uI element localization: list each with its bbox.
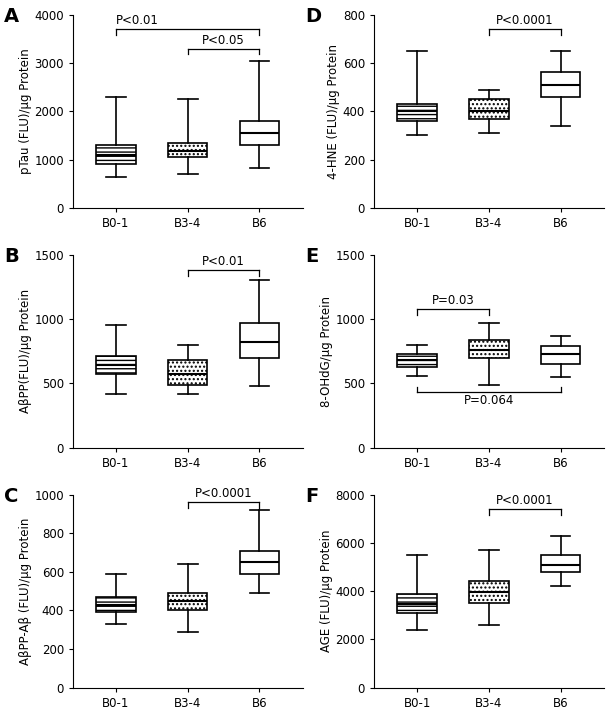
PathPatch shape xyxy=(397,104,437,121)
Text: E: E xyxy=(305,247,318,266)
Text: P<0.0001: P<0.0001 xyxy=(195,488,252,500)
Y-axis label: pTau (FLU)/µg Protein: pTau (FLU)/µg Protein xyxy=(18,49,32,174)
PathPatch shape xyxy=(168,143,207,157)
PathPatch shape xyxy=(469,340,509,358)
Text: B: B xyxy=(4,247,19,266)
PathPatch shape xyxy=(240,121,279,145)
PathPatch shape xyxy=(541,72,580,97)
Text: F: F xyxy=(305,487,318,506)
Text: P<0.0001: P<0.0001 xyxy=(496,14,554,27)
Y-axis label: AβPP(FLU)/µg Protein: AβPP(FLU)/µg Protein xyxy=(18,289,32,414)
PathPatch shape xyxy=(240,551,279,574)
Text: C: C xyxy=(4,487,18,506)
PathPatch shape xyxy=(96,356,136,374)
Text: P<0.01: P<0.01 xyxy=(202,255,245,269)
Text: P=0.03: P=0.03 xyxy=(431,294,474,307)
Text: P<0.01: P<0.01 xyxy=(116,14,159,27)
PathPatch shape xyxy=(240,323,279,358)
Y-axis label: AβPP-Aβ (FLU)/µg Protein: AβPP-Aβ (FLU)/µg Protein xyxy=(18,518,32,665)
Text: P<0.05: P<0.05 xyxy=(202,34,245,47)
PathPatch shape xyxy=(469,582,509,603)
PathPatch shape xyxy=(469,99,509,118)
Text: A: A xyxy=(4,7,20,26)
PathPatch shape xyxy=(397,594,437,613)
PathPatch shape xyxy=(96,145,136,164)
Y-axis label: 8-OHdG/µg Protein: 8-OHdG/µg Protein xyxy=(319,296,333,406)
PathPatch shape xyxy=(541,555,580,572)
Text: P<0.0001: P<0.0001 xyxy=(496,494,554,507)
PathPatch shape xyxy=(168,360,207,385)
PathPatch shape xyxy=(168,593,207,610)
Y-axis label: 4-HNE (FLU)/µg Protein: 4-HNE (FLU)/µg Protein xyxy=(327,44,340,179)
Y-axis label: AGE (FLU)/µg Protein: AGE (FLU)/µg Protein xyxy=(319,530,333,653)
Text: D: D xyxy=(305,7,321,26)
PathPatch shape xyxy=(96,597,136,612)
PathPatch shape xyxy=(541,346,580,364)
Text: P=0.064: P=0.064 xyxy=(464,394,514,407)
PathPatch shape xyxy=(397,354,437,367)
